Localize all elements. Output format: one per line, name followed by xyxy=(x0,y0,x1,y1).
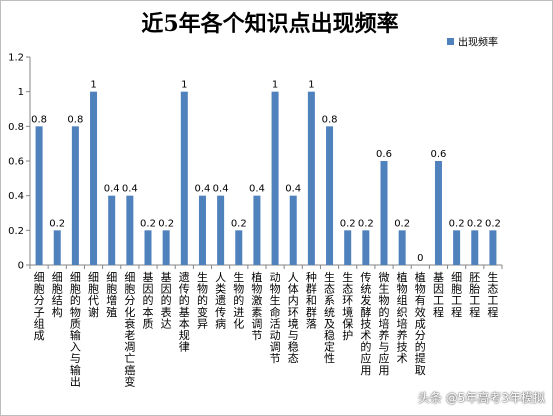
watermark-text: 头条 @5年高考3年模拟 xyxy=(417,391,545,405)
category-label: 植物有效成分的提取 xyxy=(415,270,426,377)
y-tick-label: 1 xyxy=(18,87,24,98)
bar xyxy=(344,230,352,265)
bar xyxy=(398,230,406,265)
bar xyxy=(217,195,225,265)
category-label: 细胞代谢 xyxy=(88,271,99,319)
data-label: 0.2 xyxy=(467,218,483,229)
data-label: 0.6 xyxy=(376,149,392,160)
data-label: 0.4 xyxy=(122,184,138,195)
legend-swatch xyxy=(447,38,454,45)
data-label: 0.4 xyxy=(104,184,120,195)
y-tick-label: 0.6 xyxy=(8,157,24,168)
y-tick-label: 1.2 xyxy=(8,53,24,64)
category-label: 基因工程 xyxy=(433,271,444,319)
data-label: 0.4 xyxy=(249,184,265,195)
bar xyxy=(108,195,116,265)
category-label: 基因的表达 xyxy=(161,271,172,330)
category-label: 细胞分化衰老凋亡癌变 xyxy=(124,271,135,388)
bar xyxy=(453,230,461,265)
bar xyxy=(307,91,315,266)
data-label: 1 xyxy=(90,80,96,91)
category-label: 生态环境保护 xyxy=(342,270,353,342)
category-label: 细胞工程 xyxy=(451,271,462,319)
data-label: 1 xyxy=(272,80,278,91)
data-label: 0.2 xyxy=(231,218,247,229)
data-label: 0.2 xyxy=(449,218,465,229)
chart-title: 近5年各个知识点出现频率 xyxy=(141,11,398,37)
category-label: 遗传的基本规律 xyxy=(179,270,190,354)
category-label: 植物激素调节 xyxy=(251,270,262,342)
category-label: 细胞的物质输入与输出 xyxy=(70,271,81,388)
data-label: 0.4 xyxy=(213,184,229,195)
bar xyxy=(326,126,334,265)
category-label: 细胞增殖 xyxy=(106,271,117,319)
category-label: 胚胎工程 xyxy=(469,271,480,319)
category-label: 生物的进化 xyxy=(233,270,244,330)
bar xyxy=(253,195,261,265)
data-label: 0.2 xyxy=(394,218,410,229)
bar xyxy=(235,230,243,265)
category-label: 生物的变异 xyxy=(197,270,208,330)
category-label: 植物组织培养技术 xyxy=(397,270,408,365)
data-label: 0.2 xyxy=(158,218,174,229)
data-label: 0.2 xyxy=(140,218,156,229)
data-label: 0.6 xyxy=(431,149,447,160)
legend-label: 出现频率 xyxy=(458,36,498,49)
bar xyxy=(180,91,188,266)
bar xyxy=(489,230,497,265)
data-label: 0.8 xyxy=(67,114,83,125)
y-tick-label: 0.4 xyxy=(8,191,24,202)
bar xyxy=(90,91,98,266)
bar xyxy=(126,195,134,265)
bar xyxy=(271,91,279,266)
toutiao-logo-icon xyxy=(399,391,414,404)
data-label: 0.2 xyxy=(340,218,356,229)
bar xyxy=(362,230,370,265)
y-tick-label: 0 xyxy=(18,261,24,272)
category-label: 动物生命活动调节 xyxy=(270,271,281,365)
data-label: 0.4 xyxy=(195,184,211,195)
data-label: 0.8 xyxy=(31,114,47,125)
watermark: 头条 @5年高考3年模拟 xyxy=(399,389,545,406)
category-label: 细胞结构 xyxy=(52,271,63,319)
category-label: 种群和群落 xyxy=(306,270,317,330)
category-label: 基因的本质 xyxy=(143,271,154,330)
data-label: 0.2 xyxy=(358,218,374,229)
data-label: 0.8 xyxy=(322,114,338,125)
data-label: 1 xyxy=(181,80,187,91)
category-label: 微生物的培养与应用 xyxy=(379,270,390,377)
bar xyxy=(198,195,206,265)
category-label: 生态工程 xyxy=(487,270,498,319)
y-tick-label: 0.2 xyxy=(8,226,24,237)
category-label: 传统发酵技术的应用 xyxy=(360,271,371,377)
data-label: 0.2 xyxy=(485,218,501,229)
bar xyxy=(162,230,170,265)
bar xyxy=(35,126,43,265)
bar xyxy=(434,161,442,265)
category-label: 生态系统及稳定性 xyxy=(324,270,335,365)
data-label: 1 xyxy=(308,80,314,91)
category-label: 细胞分子组成 xyxy=(34,271,45,342)
data-label: 0.2 xyxy=(49,218,65,229)
bar xyxy=(144,230,152,265)
bar xyxy=(471,230,479,265)
bar xyxy=(53,230,61,265)
bar xyxy=(380,161,388,265)
y-tick-label: 0.8 xyxy=(8,122,24,133)
bar xyxy=(289,195,297,265)
data-label: 0 xyxy=(417,253,423,264)
bar xyxy=(71,126,79,265)
category-label: 人体内环境与稳态 xyxy=(288,271,299,365)
data-label: 0.4 xyxy=(285,184,301,195)
category-label: 人类遗传病 xyxy=(215,271,226,330)
